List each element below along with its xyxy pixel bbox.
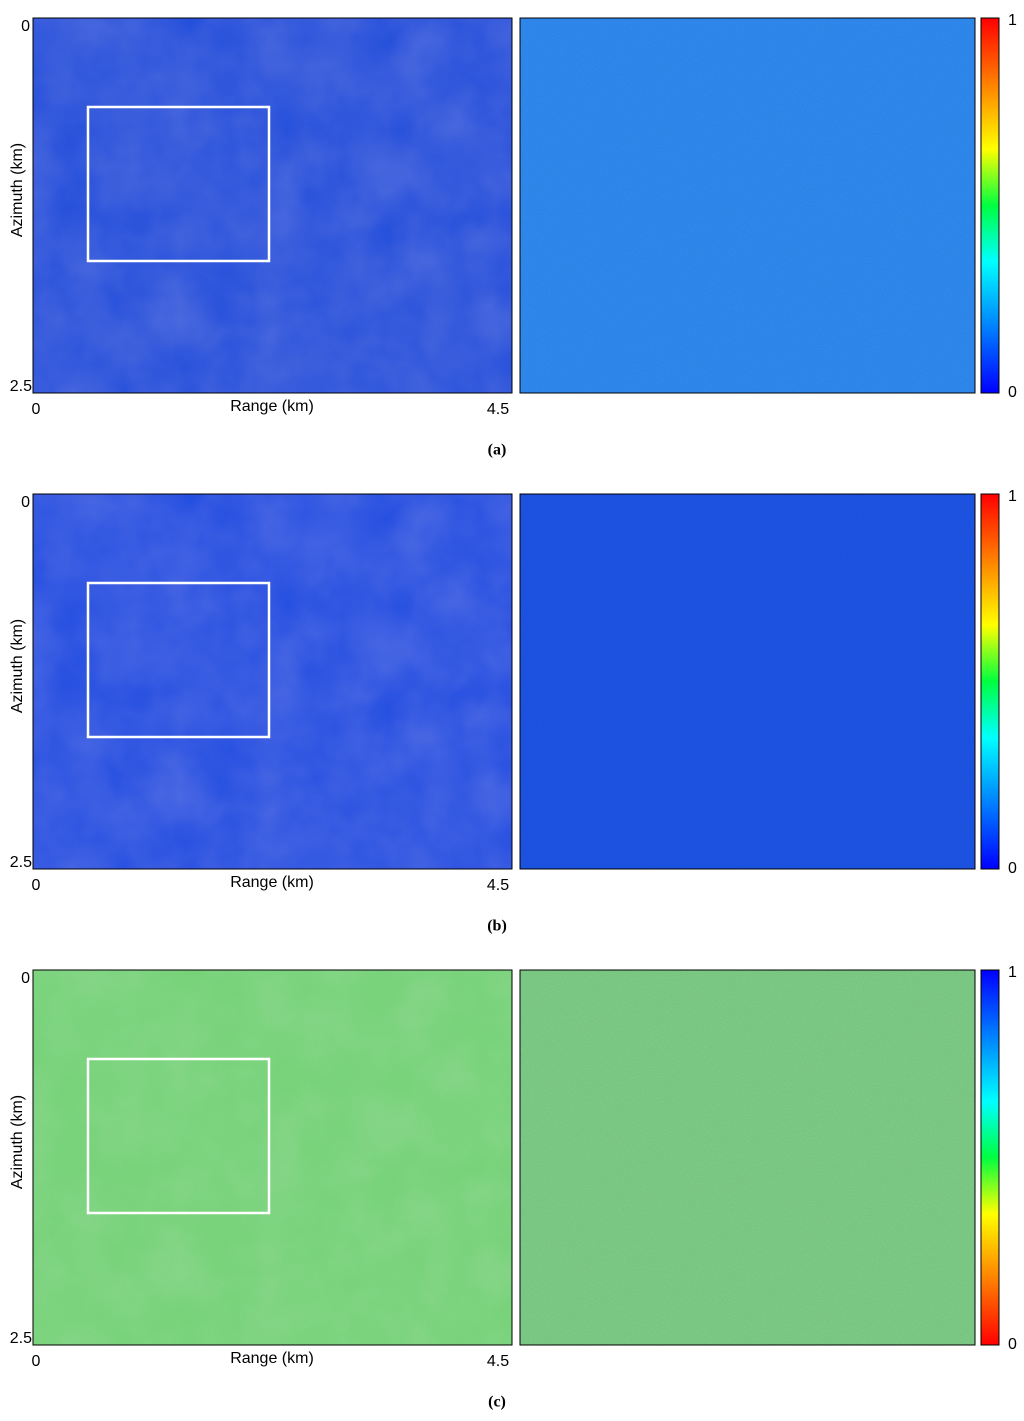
x-axis-label: Range (km) bbox=[230, 874, 314, 891]
zoom-box bbox=[86, 581, 271, 739]
x-axis-label: Range (km) bbox=[230, 398, 314, 415]
zoom-image bbox=[520, 970, 975, 1345]
image-frame bbox=[519, 17, 976, 394]
zoom-box bbox=[86, 105, 271, 263]
sar-texture bbox=[33, 494, 512, 869]
sar-texture bbox=[33, 18, 512, 393]
zoom-box bbox=[86, 1057, 271, 1215]
x-axis-label: Range (km) bbox=[230, 1350, 314, 1367]
colorbar-tick-label: 1 bbox=[1008, 488, 1017, 505]
zoom-image bbox=[520, 18, 975, 393]
caption: (c) bbox=[488, 1394, 506, 1411]
colorbar-tick-label: 0 bbox=[1008, 384, 1017, 401]
x-tick-label: 4.5 bbox=[487, 1353, 509, 1370]
zoom-image bbox=[520, 494, 975, 869]
sar-texture bbox=[33, 970, 512, 1345]
y-tick-label: 0 bbox=[21, 18, 30, 35]
x-tick-label: 0 bbox=[32, 1353, 41, 1370]
colorbar-tick-label: 0 bbox=[1008, 860, 1017, 877]
y-axis-label: Azimuth (km) bbox=[9, 143, 26, 237]
y-tick-label: 0 bbox=[21, 494, 30, 511]
x-tick-label: 4.5 bbox=[487, 401, 509, 418]
image-frame bbox=[32, 969, 513, 1346]
colorbar-tick-label: 0 bbox=[1008, 1336, 1017, 1353]
y-tick-label: 2.5 bbox=[10, 1330, 32, 1347]
colorbar-tick-label: 1 bbox=[1008, 12, 1017, 29]
caption: (b) bbox=[487, 918, 507, 935]
y-axis-label: Azimuth (km) bbox=[9, 619, 26, 713]
y-tick-label: 2.5 bbox=[10, 854, 32, 871]
colorbar bbox=[980, 17, 1000, 394]
image-frame bbox=[32, 17, 513, 394]
colorbar bbox=[980, 493, 1000, 870]
image-frame bbox=[32, 493, 513, 870]
colorbar bbox=[980, 969, 1000, 1346]
image-frame bbox=[519, 493, 976, 870]
x-tick-label: 0 bbox=[32, 401, 41, 418]
y-tick-label: 0 bbox=[21, 970, 30, 987]
x-tick-label: 0 bbox=[32, 877, 41, 894]
image-frame bbox=[519, 969, 976, 1346]
y-tick-label: 2.5 bbox=[10, 378, 32, 395]
x-tick-label: 4.5 bbox=[487, 877, 509, 894]
caption: (a) bbox=[488, 442, 507, 459]
colorbar-tick-label: 1 bbox=[1008, 964, 1017, 981]
y-axis-label: Azimuth (km) bbox=[9, 1095, 26, 1189]
